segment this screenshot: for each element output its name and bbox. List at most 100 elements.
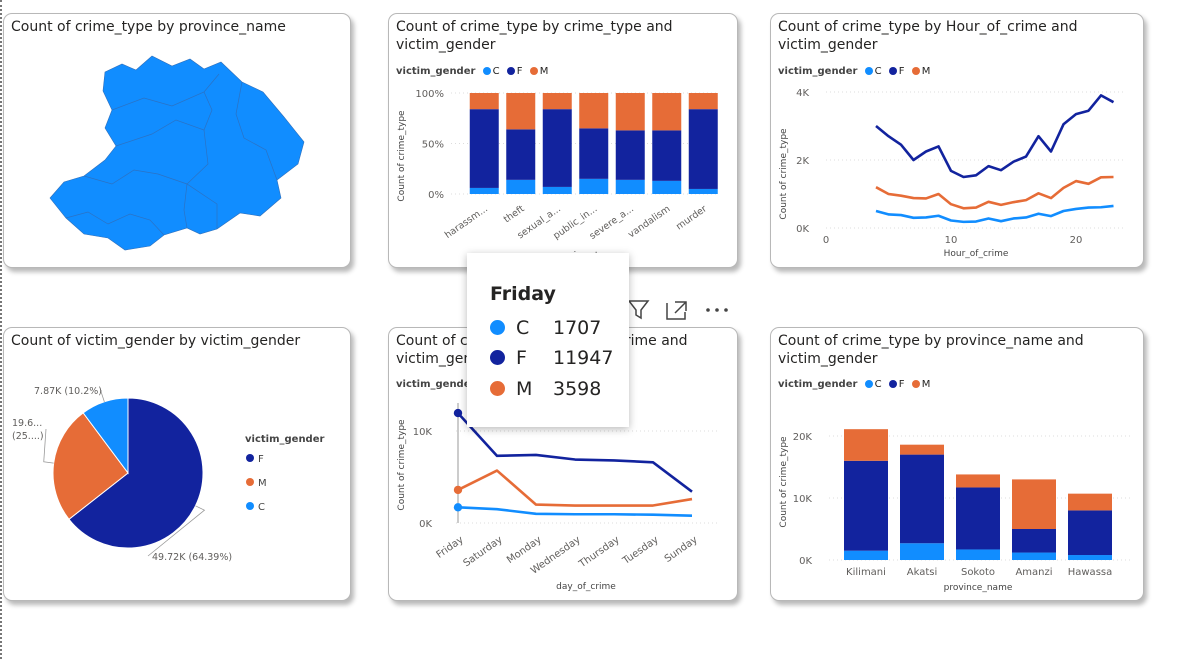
province-map-shape[interactable] — [49, 55, 305, 251]
x-tick-label: Akatsi — [907, 567, 938, 578]
legend-dot-c — [864, 380, 873, 388]
visual-title: Count of crime_type by province_name — [11, 19, 286, 35]
x-tick-label: 0 — [823, 235, 829, 246]
line-series-c — [875, 204, 1114, 224]
leader-line — [43, 428, 54, 464]
province-bar-visual[interactable]: Count of crime_type by province_name and… — [770, 327, 1144, 601]
bar-segment-f — [542, 109, 572, 187]
bar-segment-m — [579, 93, 609, 129]
pie-slice-f — [68, 397, 204, 549]
line-series-f — [457, 412, 693, 493]
legend-item-c: C — [258, 502, 265, 513]
x-tick-label: Kilimani — [846, 567, 886, 578]
highlight-marker-f — [453, 408, 463, 418]
pie-slice-m — [52, 412, 129, 520]
legend-item-c[interactable]: C — [874, 66, 882, 77]
x-tick-label: Sunday — [663, 534, 700, 565]
line-series-f — [875, 94, 1115, 179]
x-tick-label: Amanzi — [1015, 567, 1052, 578]
legend-dot-f — [246, 454, 254, 462]
y-tick-label: 0% — [428, 190, 444, 201]
y-axis-title: Count of crime_type — [397, 419, 407, 511]
legend-dot-c — [246, 502, 254, 510]
legend-dot-m — [529, 67, 538, 75]
bar-segment-m — [542, 93, 572, 110]
tooltip-value: 3598 — [553, 378, 602, 400]
y-tick-label: 2K — [796, 156, 809, 167]
x-tick-label: theft — [502, 203, 527, 225]
legend-dot-c — [864, 67, 873, 75]
x-tick-label: Friday — [435, 534, 466, 560]
legend-title: victim_gender — [778, 379, 858, 390]
line-series-m — [457, 469, 693, 507]
legend: victim_gender — [396, 379, 475, 390]
legend-item-f[interactable]: F — [898, 66, 905, 77]
focus-mode-icon[interactable] — [666, 301, 687, 320]
bar-segment-c — [844, 550, 888, 560]
tooltip-value: 1707 — [553, 317, 602, 339]
legend-item-m[interactable]: M — [921, 66, 931, 77]
tooltip-label: C — [516, 317, 530, 339]
bar-segment-c — [688, 188, 718, 194]
bar-segment-c — [542, 186, 572, 194]
x-axis-title: Hour_of_crime — [944, 249, 1009, 259]
bar-segment-c — [1068, 555, 1112, 560]
legend-title: victim_gender — [396, 379, 476, 390]
highlight-marker-m — [453, 485, 463, 495]
line-series-c — [457, 505, 693, 517]
y-tick-label: 20K — [793, 432, 813, 443]
x-tick-label: Sokoto — [961, 567, 995, 578]
bar-segment-f — [844, 460, 888, 551]
x-tick-label: Tuesday — [620, 534, 661, 567]
tooltip-dot-c — [490, 320, 505, 335]
filter-icon[interactable] — [628, 300, 650, 320]
legend-title: victim_gender — [778, 66, 858, 77]
bar-segment-c — [956, 549, 1000, 560]
stacked-bar-visual[interactable]: Count of crime_type by crime_type and vi… — [388, 13, 738, 268]
visual-header-icons — [628, 300, 728, 320]
pie-slice-c — [82, 397, 129, 475]
bar-segment-m — [469, 93, 499, 110]
legend-item-f[interactable]: F — [516, 66, 523, 77]
y-tick-label: 4K — [796, 88, 809, 99]
pie-data-label: 7.87K (10.2%) — [34, 386, 102, 397]
y-tick-label: 0K — [419, 519, 432, 530]
legend-item-c[interactable]: C — [492, 66, 500, 77]
bar-segment-c — [1012, 552, 1056, 560]
y-axis-title: Count of crime_type — [779, 128, 789, 220]
y-axis-title: Count of crime_type — [779, 436, 789, 528]
legend-item-f: F — [258, 454, 264, 465]
more-options-icon[interactable] — [706, 308, 728, 312]
legend: victim_gender C F M — [778, 66, 930, 77]
bar-segment-c — [615, 179, 645, 194]
y-tick-label: 50% — [422, 140, 444, 151]
legend-item-c[interactable]: C — [874, 379, 882, 390]
legend-dot-f — [888, 67, 897, 75]
pie-data-label: 19.6... — [12, 418, 42, 429]
tooltip-row-f: F 11947 — [490, 347, 613, 369]
y-tick-label: 10K — [793, 494, 813, 505]
hour-line-visual[interactable]: Count of crime_type by Hour_of_crime and… — [770, 13, 1144, 268]
canvas-left-border — [0, 0, 2, 659]
legend-item-m[interactable]: M — [539, 66, 549, 77]
bar-segment-f — [1012, 529, 1056, 553]
bar-segment-f — [579, 128, 609, 179]
pie-visual[interactable]: Count of victim_gender by victim_gender … — [3, 327, 351, 601]
tooltip: Friday C 1707 F 11947 M 3598 — [467, 253, 629, 427]
visual-title: Count of crime_type by province_name and… — [778, 333, 1084, 367]
bar-segment-f — [900, 454, 944, 544]
legend-item-m[interactable]: M — [921, 379, 931, 390]
y-tick-label: 0K — [796, 224, 809, 235]
line-series-m — [875, 175, 1114, 210]
tooltip-label: M — [516, 378, 533, 400]
x-tick-label: 10 — [945, 235, 958, 246]
map-visual[interactable]: Count of crime_type by province_name — [3, 13, 351, 268]
bar-segment-f — [956, 487, 1000, 550]
province-bar-chart: Count of crime_type province_name 0K 10K 2… — [779, 429, 1131, 593]
bar-segment-m — [506, 93, 536, 130]
pie-legend-title: victim_gender — [245, 434, 325, 445]
legend-item-f[interactable]: F — [898, 379, 905, 390]
y-tick-label: 0K — [799, 556, 812, 567]
day-line-chart: Count of crime_type day_of_crime 0K 10K Fr… — [397, 403, 719, 592]
x-tick-label: harassm... — [443, 203, 490, 241]
